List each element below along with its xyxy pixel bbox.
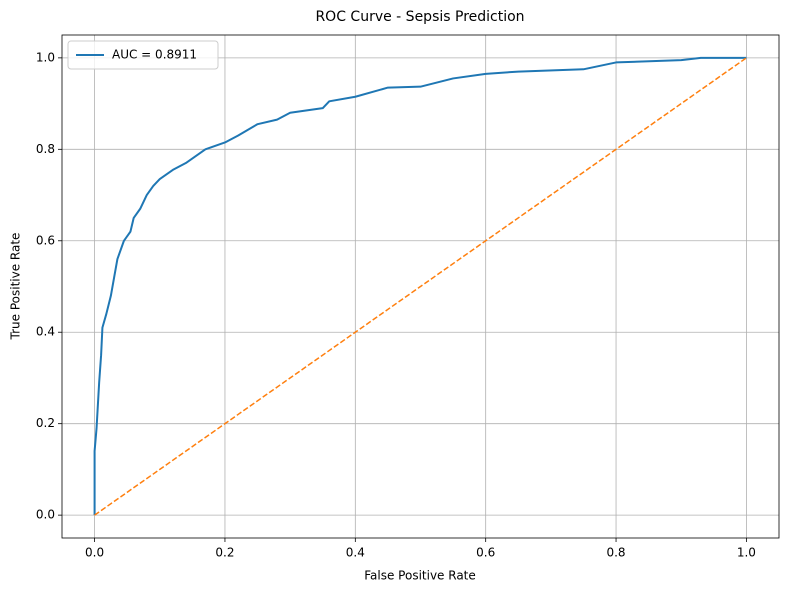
x-tick-label: 0.0 — [85, 546, 104, 560]
y-tick-label: 0.0 — [36, 508, 55, 522]
y-tick-label: 0.6 — [36, 233, 55, 247]
x-axis-label: False Positive Rate — [364, 569, 476, 583]
legend-box — [67, 40, 219, 70]
y-tick-label: 1.0 — [36, 50, 55, 64]
series-line — [93, 56, 747, 516]
x-tick-label: 0.2 — [215, 546, 234, 560]
y-tick-label: 0.8 — [36, 142, 55, 156]
x-tick-label: 1.0 — [737, 546, 756, 560]
y-axis-label: True Positive Rate — [9, 233, 23, 341]
x-tick-label: 0.8 — [606, 546, 625, 560]
x-tick-label: 0.4 — [346, 546, 365, 560]
chart-title: ROC Curve - Sepsis Prediction — [315, 9, 524, 25]
y-tick-label: 0.2 — [36, 416, 55, 430]
series-line — [94, 57, 747, 516]
plot-frame — [61, 34, 780, 539]
y-tick-label: 0.4 — [36, 325, 55, 339]
x-tick-label: 0.6 — [476, 546, 495, 560]
legend-label: AUC = 0.8911 — [112, 48, 197, 62]
